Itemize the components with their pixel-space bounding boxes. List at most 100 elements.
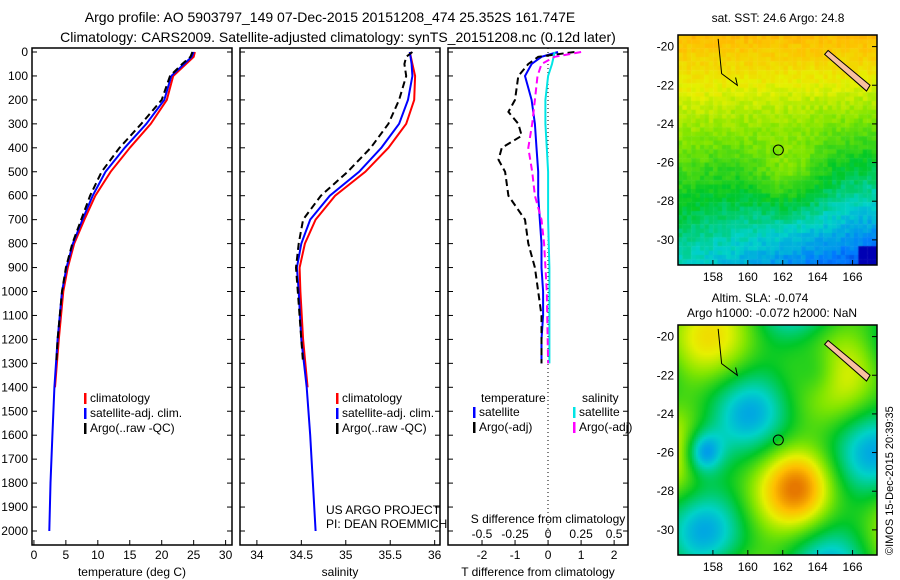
y-tick-label: 1600 [1, 428, 28, 442]
series-line-temperature-argo-adj- [497, 51, 575, 364]
x-tick-label: 164 [808, 560, 828, 574]
y-tick-label: 1000 [1, 285, 28, 299]
x-tick-label: 15 [123, 548, 137, 562]
legend-swatch [473, 407, 476, 418]
y-tick-label: 1900 [1, 500, 28, 514]
panel-frame [239, 47, 441, 546]
y-tick-label: -22 [657, 368, 675, 382]
legend-swatch [336, 393, 339, 404]
series-line-climatology [298, 51, 417, 388]
x-tick-label: 30 [219, 548, 233, 562]
y-tick-label: 1200 [1, 332, 28, 346]
x-tick-label: 25 [187, 548, 201, 562]
panel-frame [447, 47, 629, 546]
reef-contour [717, 328, 739, 377]
x-axis-label: salinity [322, 565, 359, 579]
map-frame [677, 34, 878, 266]
argo-position-marker [772, 434, 784, 446]
x-tick-label: 0 [545, 548, 552, 562]
x-tick-label: 162 [773, 560, 793, 574]
legend-swatch [336, 408, 339, 419]
x-tick-label: 162 [773, 270, 793, 284]
y-tick-label: -20 [657, 40, 675, 54]
map-axes-sla-map: 158 160 162 164 166 -20 -22 -24 -26 -28 -30 [657, 324, 878, 574]
x-tick-label: 0 [31, 548, 38, 562]
y-tick-label: 1700 [1, 452, 28, 466]
y-tick-label: 1500 [1, 404, 28, 418]
y-tick-label: 1400 [1, 380, 28, 394]
legend-label: satellite-adj. clim. [342, 406, 434, 420]
x-tick-label: 10 [91, 548, 105, 562]
x-tick-label: 164 [808, 270, 828, 284]
title-line-2: Climatology: CARS2009. Satellite-adjuste… [60, 29, 616, 45]
x-tick-label: 5 [63, 548, 70, 562]
reef-contour [717, 38, 739, 87]
s-tick-label: 0.25 [569, 527, 593, 541]
y-tick-label: 1800 [1, 476, 28, 490]
y-tick-label: -30 [657, 233, 675, 247]
y-tick-label: -24 [657, 407, 675, 421]
x-tick-label: 160 [738, 270, 758, 284]
sst-map-image [678, 35, 877, 265]
credit-text: ©IMOS 15-Dec-2015 20:39:35 [884, 406, 896, 555]
s-tick-label: -0.25 [501, 527, 529, 541]
y-tick-label: 0 [21, 45, 28, 59]
y-tick-label: 900 [8, 261, 28, 275]
y-tick-label: -30 [657, 523, 675, 537]
panel-salinity: 34 34.5 35 35.5 36 salinity climatologysatelli… [239, 47, 442, 579]
x-axis-label: temperature (deg C) [78, 565, 186, 579]
y-tick-label: 2000 [1, 524, 28, 538]
y-tick-label: 1100 [2, 308, 28, 322]
legend-swatch [84, 393, 87, 404]
legend-swatch [473, 422, 476, 433]
y-tick-label: -28 [657, 484, 675, 498]
legend-label: Argo(..raw -QC) [90, 421, 175, 435]
sla-map-image [678, 325, 877, 555]
legend-swatch [573, 407, 576, 418]
y-tick-label: 100 [8, 69, 28, 83]
map-frame [677, 324, 878, 556]
x-tick-label: 20 [155, 548, 169, 562]
x-tick-label: 34 [250, 548, 264, 562]
map-axes-sst-map: 158 160 162 164 166 -20 -22 -24 -26 -28 -30 [657, 34, 878, 284]
x-tick-label: 2 [611, 548, 618, 562]
legend-swatch [84, 423, 87, 434]
x-tick-label: 34.5 [290, 548, 314, 562]
y-tick-label: -26 [657, 446, 675, 460]
legend-swatch [336, 423, 339, 434]
y-tick-label: -20 [657, 330, 675, 344]
x-tick-label: 35.5 [379, 548, 403, 562]
y-tick-label: 300 [8, 117, 28, 131]
x-tick-label: 160 [738, 560, 758, 574]
legend-label: climatology [342, 391, 402, 405]
title-line-1: Argo profile: AO 5903797_149 07-Dec-2015… [85, 9, 575, 25]
legend-label: satellite-adj. clim. [90, 406, 182, 420]
y-tick-label: 1300 [1, 356, 28, 370]
new-caledonia-land [823, 339, 871, 382]
x-axis-label: T difference from climatology [461, 565, 615, 579]
y-tick-label: -22 [657, 78, 675, 92]
s-tick-label: 0 [545, 527, 552, 541]
legend-label: Argo(..raw -QC) [342, 421, 427, 435]
legend-label: satellite [479, 405, 520, 419]
y-tick-label: -28 [657, 194, 675, 208]
s-axis-label: S difference from climatology [471, 512, 626, 526]
x-tick-label: 158 [703, 560, 723, 574]
project-line-1: US ARGO PROJECT [326, 503, 441, 517]
project-line-2: PI: DEAN ROEMMICH [326, 517, 447, 531]
x-tick-label: -1 [510, 548, 521, 562]
legend-label: Argo(-adj) [579, 420, 632, 434]
series-line-climatology [54, 51, 196, 388]
sla-map-title-2: Argo h1000: -0.072 h2000: NaN [687, 306, 857, 320]
legend-header: salinity [582, 391, 619, 405]
series-line-salinity-argo-adj- [527, 51, 582, 364]
panel-temperature: 0 5 10 15 20 25 30 temperature (deg C) 0 100 200 30… [1, 45, 233, 579]
sst-map-title: sat. SST: 24.6 Argo: 24.8 [712, 11, 845, 25]
legend-label: Argo(-adj) [479, 420, 532, 434]
y-tick-label: 700 [8, 213, 28, 227]
y-tick-label: -26 [657, 156, 675, 170]
series-line-salinity-satellite [544, 51, 556, 364]
